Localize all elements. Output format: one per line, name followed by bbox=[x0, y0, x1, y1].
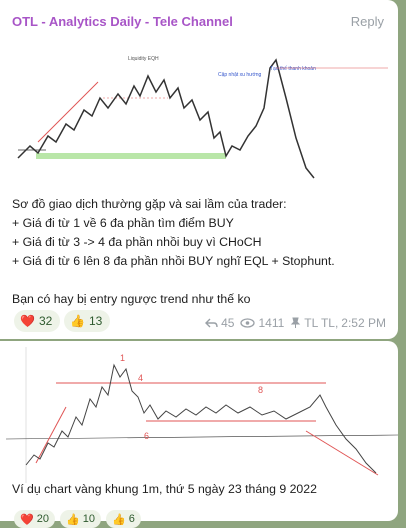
reaction-heart[interactable]: ❤️ 32 bbox=[14, 310, 61, 332]
moving-average bbox=[6, 434, 398, 440]
reaction-count: 10 bbox=[82, 513, 95, 525]
reaction-count: 13 bbox=[88, 314, 103, 328]
chart-mark: 4 bbox=[138, 373, 143, 383]
eye-icon bbox=[240, 318, 256, 328]
pin-icon bbox=[291, 317, 301, 328]
trend-line bbox=[37, 81, 99, 143]
thumbs-up-icon: 👍 bbox=[70, 314, 85, 328]
message-line: Bạn có hay bị entry ngược trend như thế … bbox=[12, 292, 251, 306]
reaction-thumbs-up[interactable]: 👍 10 bbox=[60, 510, 101, 528]
heart-icon: ❤️ bbox=[20, 314, 35, 328]
reply-arrow-icon bbox=[205, 318, 218, 327]
heart-icon: ❤️ bbox=[20, 513, 34, 526]
thumbs-up-icon: 👍 bbox=[66, 513, 80, 526]
message-line: + Giá đi từ 3 -> 4 đa phần nhồi buy vì C… bbox=[12, 235, 262, 249]
chart-mark: 6 bbox=[144, 431, 149, 441]
demand-zone bbox=[36, 153, 226, 159]
message-line: + Giá đi từ 6 lên 8 đa phần nhồi BUY ngh… bbox=[12, 254, 335, 268]
price-line bbox=[25, 363, 377, 474]
gold-chart-image[interactable]: 1 4 8 6 bbox=[6, 347, 398, 483]
chart-mark: 1 bbox=[120, 353, 125, 363]
reaction-thumbs-up[interactable]: 👍 6 bbox=[106, 510, 141, 528]
reaction-count: 6 bbox=[128, 513, 135, 525]
reaction-heart[interactable]: ❤️ 20 bbox=[14, 510, 55, 528]
reply-button[interactable]: Reply bbox=[350, 14, 384, 29]
chart-label-liquidity-2: Tạo thế thanh khoản bbox=[270, 66, 316, 72]
chart-label-trend: Cập nhật xu hướng bbox=[218, 72, 262, 78]
thumbs-up-icon: 👍 bbox=[112, 513, 126, 526]
message-meta: 45 1411 TL TL, 2:52 PM bbox=[205, 316, 386, 330]
message-bubble-2: 1 4 8 6 bbox=[0, 341, 398, 521]
trading-diagram-image[interactable]: Liquidity EQH Cập nhật xu hướng Tạo thế … bbox=[8, 38, 398, 190]
message-line: + Giá đi từ 1 về 6 đa phần tìm điểm BUY bbox=[12, 216, 234, 230]
channel-name[interactable]: OTL - Analytics Daily - Tele Channel bbox=[12, 14, 233, 29]
message-time: 2:52 PM bbox=[341, 316, 386, 330]
message-text: Sơ đồ giao dịch thường gặp và sai lầm củ… bbox=[12, 195, 392, 309]
message-line bbox=[12, 271, 392, 290]
replies-count[interactable]: 45 bbox=[205, 316, 234, 330]
reaction-thumbs-up[interactable]: 👍 13 bbox=[64, 310, 111, 332]
chart-mark: 8 bbox=[258, 385, 263, 395]
reaction-count: 32 bbox=[38, 314, 53, 328]
reaction-count: 20 bbox=[36, 513, 49, 525]
message-caption: Ví dụ chart vàng khung 1m, thứ 5 ngày 23… bbox=[12, 482, 317, 496]
message-bubble-1: OTL - Analytics Daily - Tele Channel Rep… bbox=[0, 0, 398, 339]
chart-label-liquidity: Liquidity EQH bbox=[128, 56, 159, 62]
message-line: Sơ đồ giao dịch thường gặp và sai lầm củ… bbox=[12, 197, 287, 211]
views-count: 1411 bbox=[240, 316, 284, 330]
author-signature: TL TL, 2:52 PM bbox=[290, 316, 386, 330]
price-path bbox=[17, 58, 315, 179]
